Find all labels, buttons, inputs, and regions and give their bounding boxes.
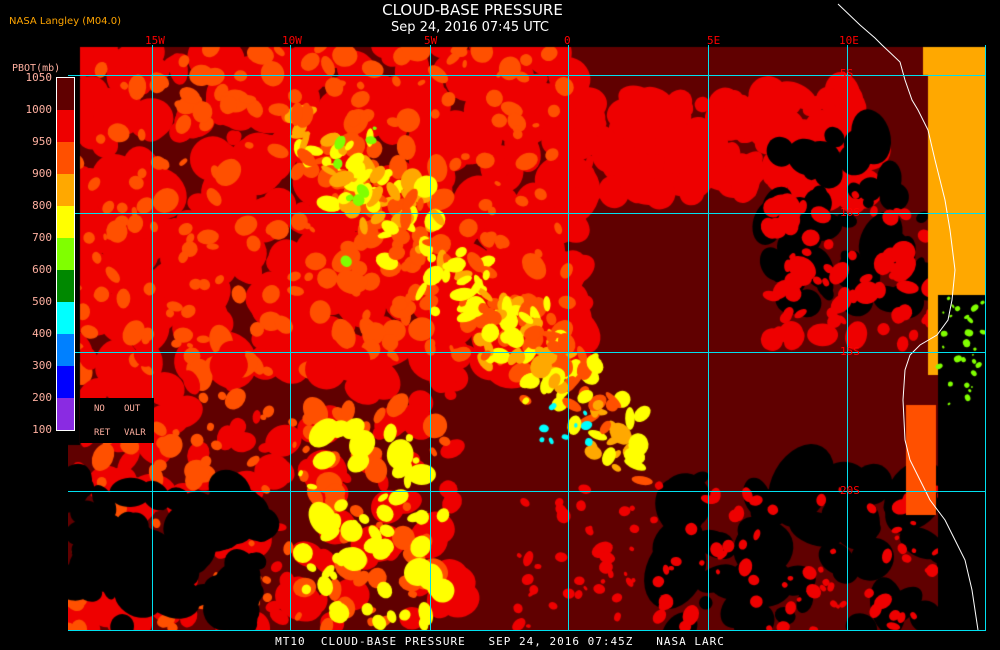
lat-label: 20S	[840, 484, 860, 497]
no-ret-label-1: NO	[94, 404, 105, 414]
legend-swatch	[57, 110, 74, 142]
legend-swatch	[57, 238, 74, 270]
lon-label: 15W	[145, 34, 165, 47]
grid-line-5s	[68, 75, 985, 76]
grid-line-15w	[152, 45, 153, 631]
grid-line-10s	[68, 213, 985, 214]
out-valr-label-1: OUT	[124, 404, 141, 414]
legend-tick-label: 100	[32, 423, 52, 436]
legend-tick-label: 900	[32, 167, 52, 180]
legend-swatch	[57, 366, 74, 398]
no-ret-label-2: RET	[94, 428, 111, 438]
lat-label: 10S	[840, 206, 860, 219]
legend-tick-label: 1000	[25, 103, 53, 116]
legend-swatch	[57, 78, 74, 110]
legend-tick-label: 1050	[25, 71, 53, 84]
lat-label: 15S	[840, 345, 860, 358]
legend-swatch	[57, 334, 74, 366]
legend-swatch	[57, 270, 74, 302]
footer-caption: MT10 CLOUD-BASE PRESSURE SEP 24, 2016 07…	[275, 635, 725, 648]
lon-label: 10E	[839, 34, 859, 47]
lon-label: 5E	[707, 34, 721, 47]
map-title: CLOUD-BASE PRESSURE	[382, 1, 563, 19]
legend-tick-label: 300	[32, 359, 52, 372]
grid-line-5w	[430, 45, 431, 631]
legend-swatch	[57, 174, 74, 206]
legend-title: PBOT(mb)	[12, 63, 61, 74]
legend-tick-label: 200	[32, 391, 52, 404]
legend-tick-label: 800	[32, 199, 52, 212]
color-legend	[56, 77, 75, 431]
legend-tick-label: 950	[32, 135, 52, 148]
legend-swatch	[57, 142, 74, 174]
legend-tick-label: 700	[32, 231, 52, 244]
legend-swatch	[57, 302, 74, 334]
grid-line-20s	[68, 491, 985, 492]
legend-swatch	[57, 206, 74, 238]
lon-label: 10W	[282, 34, 302, 47]
legend-tick-label: 600	[32, 263, 52, 276]
grid-line-15s	[68, 352, 985, 353]
map-right-border	[985, 45, 986, 631]
out-valr-label-2: VALR	[124, 428, 146, 438]
legend-special-values: NO OUT RET VALR	[80, 398, 154, 443]
lon-label: 5W	[424, 34, 438, 47]
legend-tick-label: 400	[32, 327, 52, 340]
grid-line-10e	[847, 45, 848, 631]
grid-line-5e	[708, 45, 709, 631]
lon-label: 0	[564, 34, 571, 47]
legend-tick-label: 500	[32, 295, 52, 308]
legend-swatch	[57, 398, 74, 430]
map-subtitle: Sep 24, 2016 07:45 UTC	[390, 20, 550, 35]
grid-line-10w	[290, 45, 291, 631]
grid-line-0	[568, 45, 569, 631]
credit-label: NASA Langley (M04.0)	[9, 16, 121, 27]
cloud-base-pressure-image	[68, 45, 985, 631]
lat-label: 5S	[840, 67, 854, 80]
map-bottom-border	[68, 630, 985, 631]
